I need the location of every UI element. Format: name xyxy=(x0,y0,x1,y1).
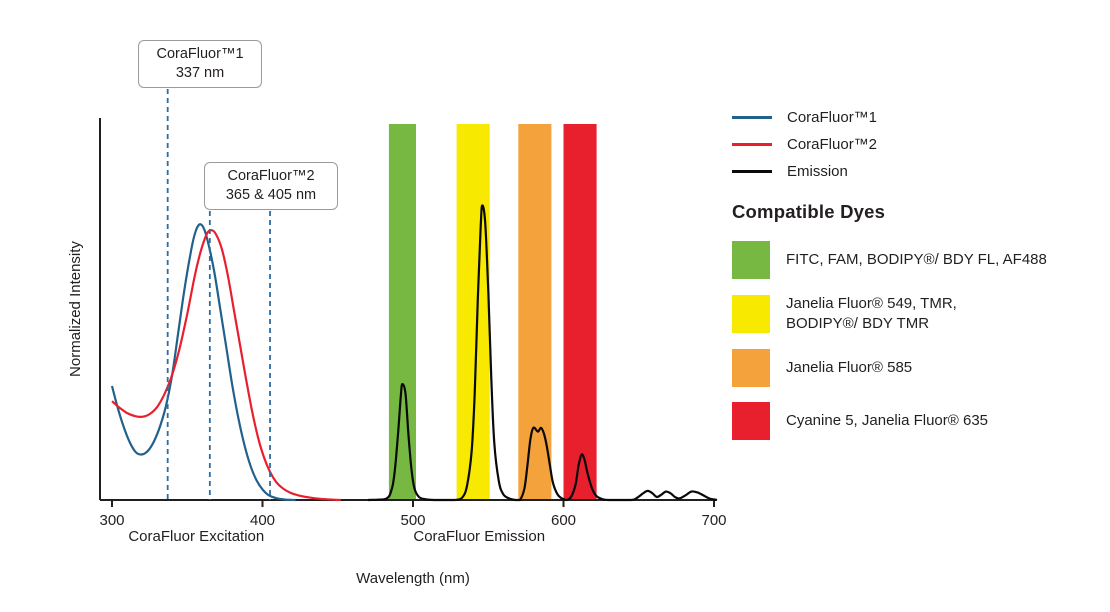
compatible-dyes-heading: Compatible Dyes xyxy=(732,201,886,222)
callout-corafluor1: CoraFluor™1 337 nm xyxy=(138,40,262,88)
dye-label: Janelia Fluor® 585 xyxy=(786,359,913,376)
corafluor2-line-swatch xyxy=(732,143,772,146)
y-axis-title: Normalized Intensity xyxy=(67,241,84,377)
band-green-filter xyxy=(388,124,416,499)
x-tick-label: 400 xyxy=(250,512,275,529)
dye-item-yellow: Janelia Fluor® 549, TMR, BODIPY®/ BDY TM… xyxy=(732,294,1102,334)
dye-label: Cyanine 5, Janelia Fluor® 635 xyxy=(786,412,989,429)
callout-title: CoraFluor™1 xyxy=(156,46,244,62)
x-axis-title: Wavelength (nm) xyxy=(356,570,470,587)
yellow-dye-swatch xyxy=(732,295,770,333)
x-tick-label: 500 xyxy=(400,512,425,529)
spectra-chart: 300 400 500 600 700 CoraFluor Excitation CoraF… xyxy=(67,89,727,587)
series-emission xyxy=(367,204,718,502)
x-tick-label: 700 xyxy=(701,512,726,529)
x-region-label-corafluor-emission: CoraFluor Emission xyxy=(413,528,545,545)
callout-subtitle: 365 & 405 nm xyxy=(225,187,317,203)
legend-item-corafluor1: CoraFluor™1 xyxy=(732,104,1102,131)
dye-label: Janelia Fluor® 549, TMR, BODIPY®/ BDY TM… xyxy=(786,295,957,332)
x-tick-label: 600 xyxy=(551,512,576,529)
callout-corafluor2: CoraFluor™2 365 & 405 nm xyxy=(204,162,338,210)
x-region-label-corafluor-excitation: CoraFluor Excitation xyxy=(128,528,264,545)
emission-line-swatch xyxy=(732,170,772,173)
series-corafluor-1 xyxy=(110,223,296,502)
legend-panel: CoraFluor™1 CoraFluor™2 Emission Compati… xyxy=(732,104,1102,455)
orange-dye-swatch xyxy=(732,349,770,387)
legend-label: Emission xyxy=(787,163,848,180)
legend-item-emission: Emission xyxy=(732,158,1102,185)
legend-label: CoraFluor™2 xyxy=(787,136,878,153)
red-dye-swatch xyxy=(732,402,770,440)
dye-item-red: Cyanine 5, Janelia Fluor® 635 xyxy=(732,402,1102,440)
band-red-filter xyxy=(563,124,597,499)
dye-label: FITC, FAM, BODIPY®/ BDY FL, AF488 xyxy=(786,251,1047,268)
series-corafluor-2 xyxy=(111,229,341,502)
x-tick-label: 300 xyxy=(99,512,124,529)
legend-label: CoraFluor™1 xyxy=(787,109,878,126)
callout-title: CoraFluor™2 xyxy=(227,168,315,184)
legend-item-corafluor2: CoraFluor™2 xyxy=(732,131,1102,158)
band-orange-filter xyxy=(518,124,552,499)
green-dye-swatch xyxy=(732,241,770,279)
dye-item-green: FITC, FAM, BODIPY®/ BDY FL, AF488 xyxy=(732,241,1102,279)
callout-subtitle: 337 nm xyxy=(175,65,225,81)
dye-item-orange: Janelia Fluor® 585 xyxy=(732,349,1102,387)
corafluor1-line-swatch xyxy=(732,116,772,119)
